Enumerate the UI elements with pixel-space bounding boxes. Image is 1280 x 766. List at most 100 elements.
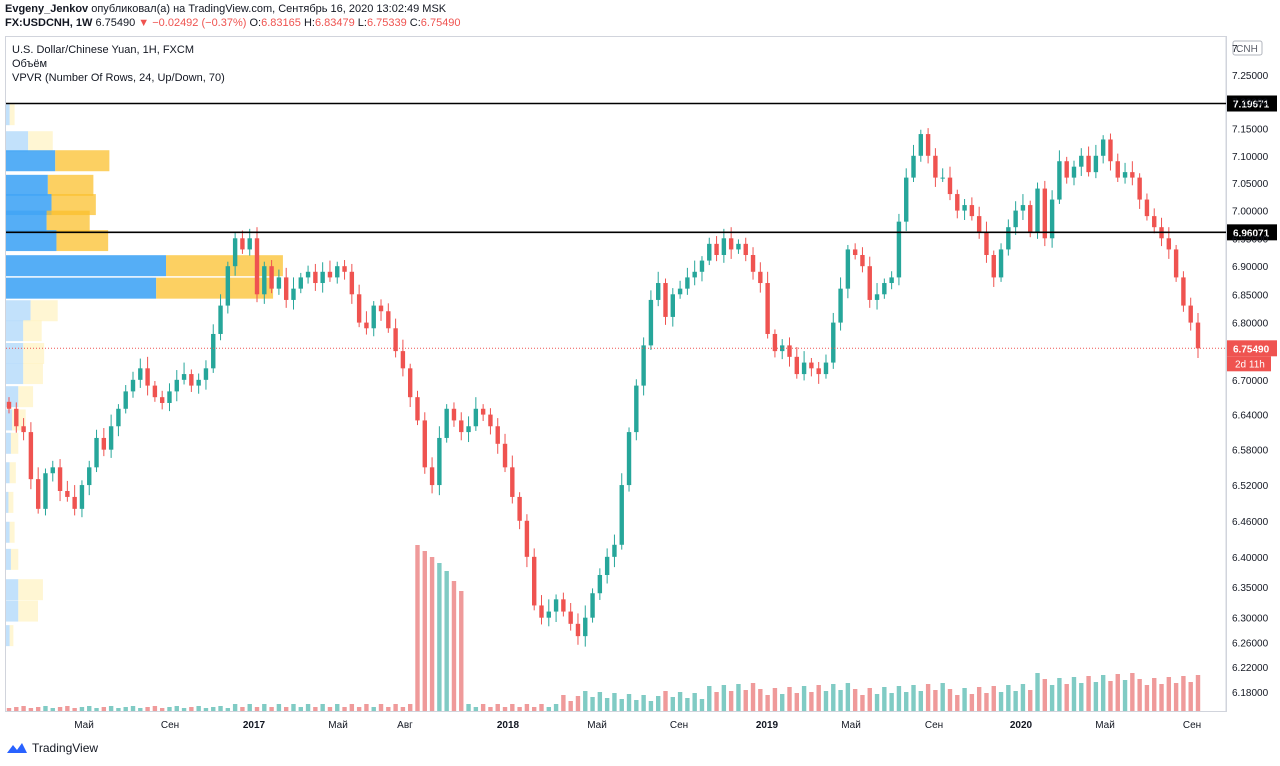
price-tick-label: 6.26000 <box>1232 638 1269 649</box>
candle-body <box>1144 199 1150 217</box>
symbol-interval[interactable]: FX:USDCNH, 1W <box>5 17 93 29</box>
candle-body <box>1013 210 1018 228</box>
candle-body <box>1166 238 1172 250</box>
volume-bar <box>911 685 916 711</box>
candle-body <box>933 155 938 178</box>
volume-bar <box>933 690 938 711</box>
close-value: 6.75490 <box>420 17 461 29</box>
high-value: 6.83479 <box>314 17 355 29</box>
legend-vpvr[interactable]: VPVR (Number Of Rows, 24, Up/Down, 70) <box>12 72 225 84</box>
vpvr-up-bar <box>6 548 11 570</box>
candle-body <box>444 408 449 438</box>
volume-bar <box>14 707 19 711</box>
volume-bar <box>1108 681 1113 711</box>
candle-body <box>488 414 493 427</box>
volume-bar <box>65 706 70 711</box>
volume-bar <box>955 695 960 711</box>
candle-body <box>415 397 420 421</box>
price-tick-label: 6.30000 <box>1232 614 1269 625</box>
candle-body <box>232 238 238 267</box>
author-name[interactable]: Evgeny_Jenkov <box>5 3 89 15</box>
volume-bar <box>298 707 303 711</box>
candle-body <box>1057 161 1062 200</box>
candle-body <box>882 283 887 295</box>
candle-body <box>123 391 128 409</box>
candle-body <box>648 299 654 346</box>
time-tick-label: 2019 <box>756 720 779 731</box>
candle-body <box>670 294 675 317</box>
candle-body <box>386 311 391 329</box>
volume-bar <box>612 693 617 711</box>
volume-bar <box>466 704 471 711</box>
candle-body <box>1108 139 1113 162</box>
candle-body <box>50 467 55 474</box>
candle-body <box>641 345 646 386</box>
volume-bar <box>502 707 508 711</box>
time-scale[interactable]: Май Сен 2017 Май Авг 2018 Май Сен 2019 Май Сен 2020… <box>74 720 1201 731</box>
currency-badge[interactable] <box>1232 40 1263 56</box>
candle-body <box>612 544 617 557</box>
volume-bar <box>765 695 770 711</box>
volume-bar <box>685 698 690 711</box>
candle-body <box>663 283 668 317</box>
candle-body <box>998 249 1004 278</box>
candle-body <box>590 593 595 618</box>
volume-bar <box>1130 673 1135 711</box>
candle-body <box>568 611 573 624</box>
volume-bar <box>203 708 209 711</box>
volume-bar <box>743 690 748 711</box>
price-scale[interactable]: CNH 7. 7.25000 7.20000 7.15000 7.10000 7.050… <box>1227 40 1277 699</box>
volume-bar <box>962 688 967 711</box>
candle-body <box>940 177 945 179</box>
volume-bar <box>181 708 187 711</box>
candle-body <box>21 426 26 433</box>
volume-bar <box>437 563 442 711</box>
volume-bar <box>342 707 347 711</box>
volume-bar <box>422 551 427 711</box>
vpvr-down-bar <box>28 131 53 153</box>
volume-bar <box>1159 684 1164 711</box>
volume-bar <box>736 684 741 711</box>
candle-body <box>371 305 376 329</box>
level-price-tag <box>1227 224 1277 241</box>
volume-bar <box>904 692 909 711</box>
volume-bar <box>451 581 457 711</box>
vpvr-down-bar <box>51 194 96 216</box>
candle-body <box>57 467 63 491</box>
volume-bar <box>867 688 872 711</box>
volume-bar <box>568 701 573 711</box>
volume-bar <box>116 708 121 711</box>
candle-body <box>925 134 931 156</box>
volume-bar <box>809 692 814 711</box>
legend-volume[interactable]: Объём <box>12 58 48 70</box>
price-tick-label: 6.85000 <box>1232 290 1269 301</box>
candle-body <box>298 277 303 289</box>
volume-bar <box>364 704 369 711</box>
brand-footer[interactable]: TradingView <box>6 741 98 755</box>
volume-bar <box>174 706 179 711</box>
volume-bar <box>604 698 610 711</box>
candle-body <box>108 426 114 450</box>
volume-layer <box>6 545 1201 711</box>
volume-bar <box>393 704 398 711</box>
candle-body <box>532 556 537 606</box>
volume-bar <box>561 695 566 711</box>
vpvr-down-bar <box>10 548 19 570</box>
candle-body <box>276 277 282 289</box>
volume-bar <box>167 707 172 711</box>
level-price-label: 6.96071 <box>1233 228 1270 239</box>
candle-body <box>101 437 107 450</box>
legend-title[interactable]: U.S. Dollar/Chinese Yuan, 1H, FXCM <box>12 44 194 56</box>
low-label: L: <box>357 17 367 29</box>
price-tick-label: 7.25000 <box>1232 71 1269 82</box>
candle-body <box>904 177 909 222</box>
price-tick-label: 6.22000 <box>1232 663 1269 674</box>
volume-bar <box>1086 676 1091 711</box>
vpvr-down-bar <box>46 210 90 232</box>
candle-body <box>1100 139 1106 156</box>
vpvr-layer <box>6 104 283 647</box>
volume-bar <box>838 690 843 711</box>
price-tick-label: 6.64000 <box>1232 411 1269 422</box>
volume-bar <box>1049 685 1055 711</box>
